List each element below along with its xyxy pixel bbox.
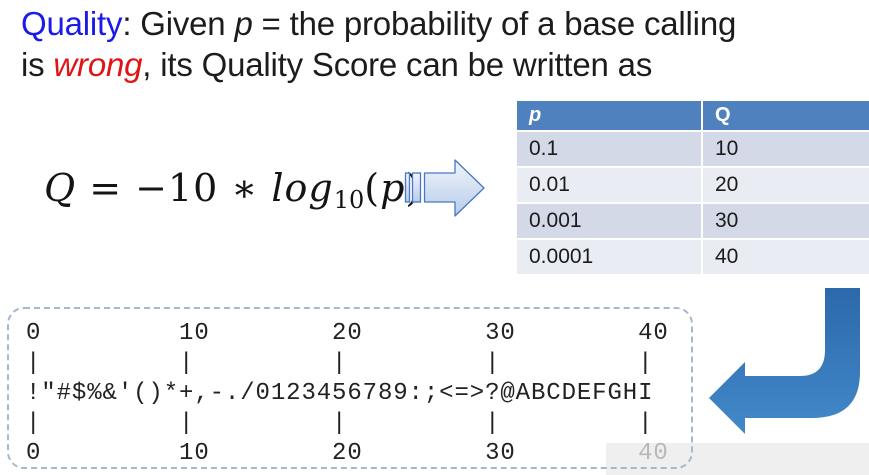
formula-q: Q — [44, 166, 77, 210]
title-line2-rest: , its Quality Score can be written as — [142, 46, 653, 83]
scale-bottom-ticks: | | | | | — [26, 410, 654, 437]
title-line-1: Quality: Given p = the probability of a … — [21, 3, 861, 44]
title-line1-rest: = the probability of a base calling — [252, 5, 737, 42]
scale-characters: !"#$%&'()*+,-./0123456789:;<=>?@ABCDEFGH… — [26, 380, 654, 407]
table-cell-p4: 0.0001 — [517, 240, 701, 274]
formula-subscript: 10 — [333, 186, 365, 214]
table-cell-p1: 0.1 — [517, 132, 701, 166]
title-line1-text: : Given — [122, 5, 235, 42]
formula-open-paren: ( — [364, 166, 381, 210]
table-header-q: Q — [703, 101, 869, 130]
table-cell-q2: 20 — [703, 168, 869, 202]
scale-bottom-faded-40: 40 — [638, 440, 669, 467]
formula-log: log — [271, 166, 334, 210]
table-cell-q3: 30 — [703, 204, 869, 238]
scale-top-numbers: 0 10 20 30 40 — [26, 320, 669, 347]
table-cell-q4: 40 — [703, 240, 869, 274]
quality-score-formula: Q = −10 ∗ log10(p) — [44, 166, 421, 212]
ascii-quality-scale: 0 10 20 30 40 | | | | | !"#$%&'()*+,-./0… — [26, 319, 669, 469]
scale-bottom-prefix: 0 10 20 30 — [26, 440, 639, 467]
ascii-scale-box — [7, 307, 693, 469]
table-header-p: p — [517, 101, 701, 130]
slide-title: Quality: Given p = the probability of a … — [21, 3, 861, 85]
curved-left-arrow-icon — [709, 288, 860, 434]
scale-top-ticks: | | | | | — [26, 350, 654, 377]
table-cell-q1: 10 — [703, 132, 869, 166]
watermark-area — [606, 443, 869, 475]
table-cell-p2: 0.01 — [517, 168, 701, 202]
title-term-quality: Quality — [21, 5, 123, 42]
scale-bottom-numbers: 0 10 20 30 40 — [26, 439, 669, 469]
formula-eq: = −10 ∗ — [76, 166, 272, 210]
title-line2-pre: is — [21, 46, 54, 83]
title-line-2: is wrong, its Quality Score can be writt… — [21, 44, 861, 85]
table-cell-p3: 0.001 — [517, 204, 701, 238]
title-emphasis-wrong: wrong — [53, 46, 143, 83]
pq-table: p Q 0.1 10 0.01 20 0.001 30 0.0001 40 — [517, 101, 869, 274]
title-variable-p: p — [234, 5, 253, 42]
striped-right-arrow-icon — [404, 159, 485, 217]
formula-p: p — [380, 166, 406, 210]
